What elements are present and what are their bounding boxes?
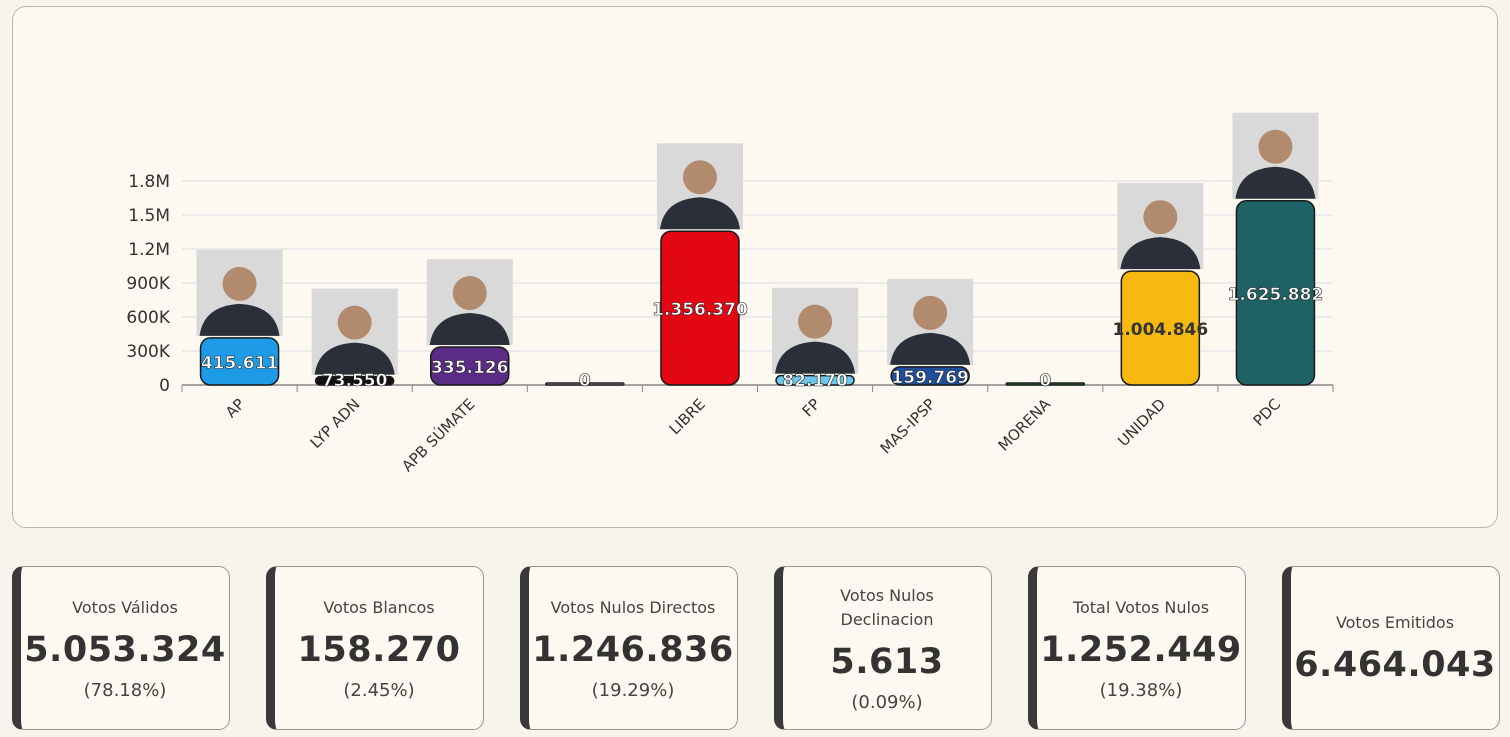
bar-value-label: 82.170	[782, 371, 848, 391]
stat-card-votos-emitidos: Votos Emitidos 6.464.043	[1282, 566, 1500, 730]
x-category-label: MAS-IPSP	[877, 395, 939, 457]
stat-percent: (0.09%)	[851, 691, 923, 713]
x-category-label: AP	[222, 395, 248, 421]
stat-card-votos-nulos-declinacion: Votos Nulos Declinacion 5.613 (0.09%)	[774, 566, 992, 730]
candidate-photo-head	[337, 305, 372, 340]
y-tick-label: 600K	[126, 308, 170, 328]
candidate-photo-head	[1143, 200, 1178, 235]
bar-value-label: 0	[1039, 371, 1051, 391]
x-category-label: FP	[799, 395, 824, 420]
bar	[1005, 382, 1085, 386]
bar	[199, 337, 280, 386]
stat-value: 6.464.043	[1294, 645, 1496, 685]
bar-value-label: 73.550	[322, 371, 388, 391]
chart-card: 0 300K 600K 900K 1.2M 1.5M 1.8M 415.611 AP 73.550…	[12, 6, 1498, 528]
candidate-photo-head	[798, 304, 833, 339]
stat-label: Votos Emitidos	[1335, 613, 1455, 632]
candidate-photo-body	[1120, 237, 1201, 270]
stat-percent: (2.45%)	[343, 679, 415, 701]
y-tick-label: 900K	[126, 274, 170, 294]
stat-label: Votos Válidos	[72, 597, 178, 617]
y-tick-label: 1.8M	[128, 172, 170, 192]
stat-value: 5.613	[830, 641, 944, 682]
candidate-photo-head	[222, 266, 257, 301]
bar-value-label: 1.625.882	[1228, 285, 1324, 305]
stat-percent: (19.38%)	[1099, 679, 1183, 701]
stat-value: 158.270	[297, 629, 461, 670]
bar	[1120, 270, 1201, 386]
x-category-label: APB SÚMATE	[398, 394, 479, 475]
y-tick-label: 300K	[126, 342, 170, 362]
x-category-label: UNIDAD	[1114, 395, 1169, 450]
stat-percent: (19.29%)	[591, 679, 675, 701]
stat-label: Votos Nulos Directos	[550, 597, 716, 617]
stat-value: 1.252.449	[1040, 629, 1242, 670]
stat-value: 1.246.836	[532, 629, 734, 670]
stat-card-votos-blancos: Votos Blancos 158.270 (2.45%)	[266, 566, 484, 730]
candidate-photo-body	[314, 342, 395, 375]
candidate-photo-head	[682, 160, 717, 195]
stat-value: 5.053.324	[24, 629, 226, 670]
x-category-label: MORENA	[995, 395, 1055, 455]
bar	[545, 382, 625, 386]
bar	[775, 374, 855, 386]
bar	[660, 230, 740, 386]
y-tick-label: 1.5M	[128, 206, 170, 226]
bar-value-label: 0	[579, 371, 591, 391]
candidate-photo-head	[452, 276, 487, 311]
candidate-photo-head	[913, 295, 948, 330]
stat-card-total-votos-nulos: Total Votos Nulos 1.252.449 (19.38%)	[1028, 566, 1246, 730]
bar-value-label: 1.356.370	[652, 300, 748, 320]
bar-value-label: 415.611	[201, 353, 278, 373]
stat-label: Total Votos Nulos	[1072, 597, 1210, 617]
candidate-photo-body	[775, 341, 856, 374]
candidate-photo-body	[890, 332, 971, 365]
bar-value-label: 335.126	[431, 358, 508, 378]
bar-value-label: 159.769	[891, 368, 968, 388]
candidate-photo-body	[429, 313, 510, 346]
stat-card-votos-nulos-directos: Votos Nulos Directos 1.246.836 (19.29%)	[520, 566, 738, 730]
bar-value-label: 1.004.846	[1112, 320, 1208, 340]
bar	[890, 366, 970, 386]
x-category-label: PDC	[1250, 395, 1285, 430]
bar	[314, 375, 395, 386]
candidate-photo-body	[1235, 166, 1316, 199]
y-tick-label: 0	[159, 376, 170, 396]
y-tick-label: 1.2M	[128, 240, 170, 260]
stat-label: Votos Blancos	[323, 597, 435, 617]
candidate-photo-body	[659, 197, 740, 230]
candidate-photo-body	[199, 303, 280, 336]
bar	[1235, 199, 1316, 386]
bar	[430, 346, 510, 386]
x-category-label: LIBRE	[666, 395, 709, 438]
bar-chart: 0 300K 600K 900K 1.2M 1.5M 1.8M 415.611 AP 73.550…	[126, 112, 1334, 475]
stats-row: Votos Válidos 5.053.324 (78.18%) Votos B…	[0, 540, 1510, 737]
stat-percent: (78.18%)	[83, 679, 167, 701]
candidate-photo-head	[1258, 129, 1293, 164]
stat-card-votos-validos: Votos Válidos 5.053.324 (78.18%)	[12, 566, 230, 730]
stat-label: Votos Nulos Declinacion	[840, 585, 934, 629]
x-category-label: LYP ADN	[307, 395, 364, 452]
